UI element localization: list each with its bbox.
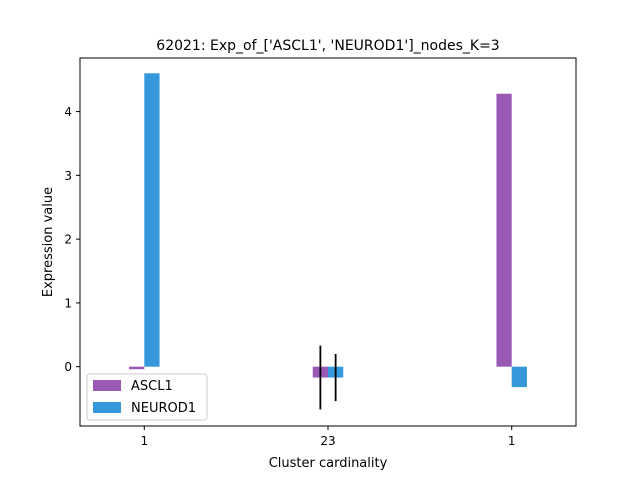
y-tick-label-0: 0 (64, 360, 72, 374)
y-tick-label-4: 4 (64, 105, 72, 119)
legend: ASCL1 NEUROD1 (86, 373, 208, 421)
y-axis: 0 1 2 3 4 (64, 105, 80, 374)
y-axis-label: Expression value (41, 187, 56, 297)
bars-layer (129, 73, 527, 388)
bar-ascl1-0 (129, 366, 145, 370)
y-tick-label-3: 3 (64, 169, 72, 183)
bar-ascl1-2 (496, 93, 512, 367)
x-axis: 1 23 1 (140, 426, 516, 448)
legend-label-ascl1: ASCL1 (131, 379, 173, 394)
y-tick-label-2: 2 (64, 233, 72, 247)
legend-swatch-ascl1 (93, 380, 121, 391)
legend-swatch-neurod1 (93, 402, 121, 413)
error-bars-layer (319, 345, 337, 410)
chart-title: 62021: Exp_of_['ASCL1', 'NEUROD1']_nodes… (156, 38, 499, 54)
x-tick-label-2: 1 (508, 434, 516, 448)
x-axis-label: Cluster cardinality (269, 456, 388, 471)
legend-label-neurod1: NEUROD1 (131, 401, 196, 416)
bar-neurod1-0 (144, 73, 160, 367)
y-tick-label-1: 1 (64, 296, 72, 310)
x-tick-label-0: 1 (140, 434, 148, 448)
x-tick-label-1: 23 (320, 434, 335, 448)
bar-neurod1-2 (511, 366, 527, 388)
